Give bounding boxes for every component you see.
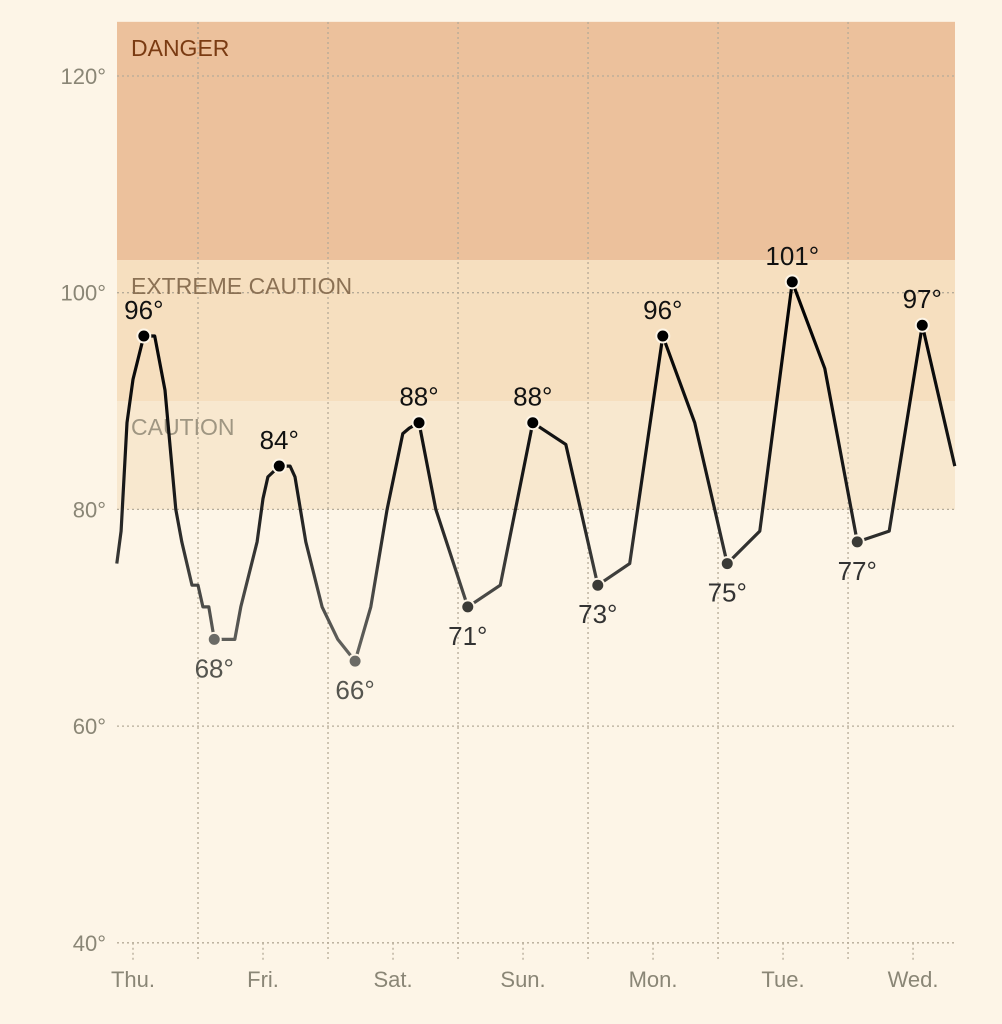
data-label: 96° (643, 295, 682, 325)
data-label: 68° (195, 653, 234, 683)
band-label: CAUTION (131, 414, 235, 440)
data-label: 84° (260, 425, 299, 455)
risk-bands (117, 21, 955, 510)
data-label: 71° (448, 621, 487, 651)
series-line (115, 280, 957, 663)
y-tick-label: 40° (73, 931, 106, 956)
data-point (849, 534, 865, 550)
grid-lines (117, 22, 955, 960)
data-point (590, 577, 606, 593)
data-label: 88° (513, 382, 552, 412)
x-tick-label: Tue. (761, 967, 804, 992)
band-label: DANGER (131, 35, 229, 61)
band-extreme-caution (117, 260, 955, 402)
data-label: 97° (903, 284, 942, 314)
data-point (525, 415, 541, 431)
data-label: 75° (708, 578, 747, 608)
x-tick-label: Fri. (247, 967, 279, 992)
band-labels: DANGER EXTREME CAUTION CAUTION (131, 35, 352, 440)
y-axis: 40° 60° 80° 100° 120° (60, 64, 106, 956)
data-point (655, 328, 671, 344)
data-point (719, 556, 735, 572)
x-tick-label: Sun. (500, 967, 545, 992)
data-label: 96° (124, 295, 163, 325)
data-point (347, 653, 363, 669)
data-label: 88° (399, 382, 438, 412)
annotations: 96° 68° 84° 66° 88° 71° 88° 73° 96° 75° 101° 77° 97° (124, 241, 942, 705)
x-tick-label: Thu. (111, 967, 155, 992)
y-tick-label: 60° (73, 714, 106, 739)
data-point (784, 274, 800, 290)
data-label: 101° (765, 241, 819, 271)
y-tick-label: 100° (60, 281, 106, 306)
data-point (271, 458, 287, 474)
band-danger (117, 21, 955, 261)
data-label: 73° (578, 599, 617, 629)
x-tick-label: Wed. (888, 967, 939, 992)
x-tick-label: Sat. (373, 967, 412, 992)
x-axis: Thu. Fri. Sat. Sun. Mon. Tue. Wed. (111, 967, 939, 992)
x-tick-label: Mon. (629, 967, 678, 992)
data-label: 77° (838, 556, 877, 586)
data-point (460, 599, 476, 615)
y-tick-label: 120° (60, 64, 106, 89)
data-point (411, 415, 427, 431)
data-point (136, 328, 152, 344)
data-label: 66° (335, 675, 374, 705)
data-point (914, 317, 930, 333)
band-label: EXTREME CAUTION (131, 273, 352, 299)
y-tick-label: 80° (73, 497, 106, 522)
series (115, 280, 957, 663)
data-point (206, 631, 222, 647)
